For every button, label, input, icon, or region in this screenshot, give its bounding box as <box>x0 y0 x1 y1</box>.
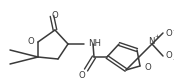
Text: −: − <box>173 57 174 62</box>
Text: O: O <box>145 63 151 72</box>
Text: NH: NH <box>88 39 101 47</box>
Text: N: N <box>148 38 154 46</box>
Text: O: O <box>28 38 34 46</box>
Text: +: + <box>155 35 160 40</box>
Text: O: O <box>79 70 85 80</box>
Text: O: O <box>166 51 172 61</box>
Text: O: O <box>52 11 58 20</box>
Text: −: − <box>173 27 174 33</box>
Text: O: O <box>166 28 172 38</box>
